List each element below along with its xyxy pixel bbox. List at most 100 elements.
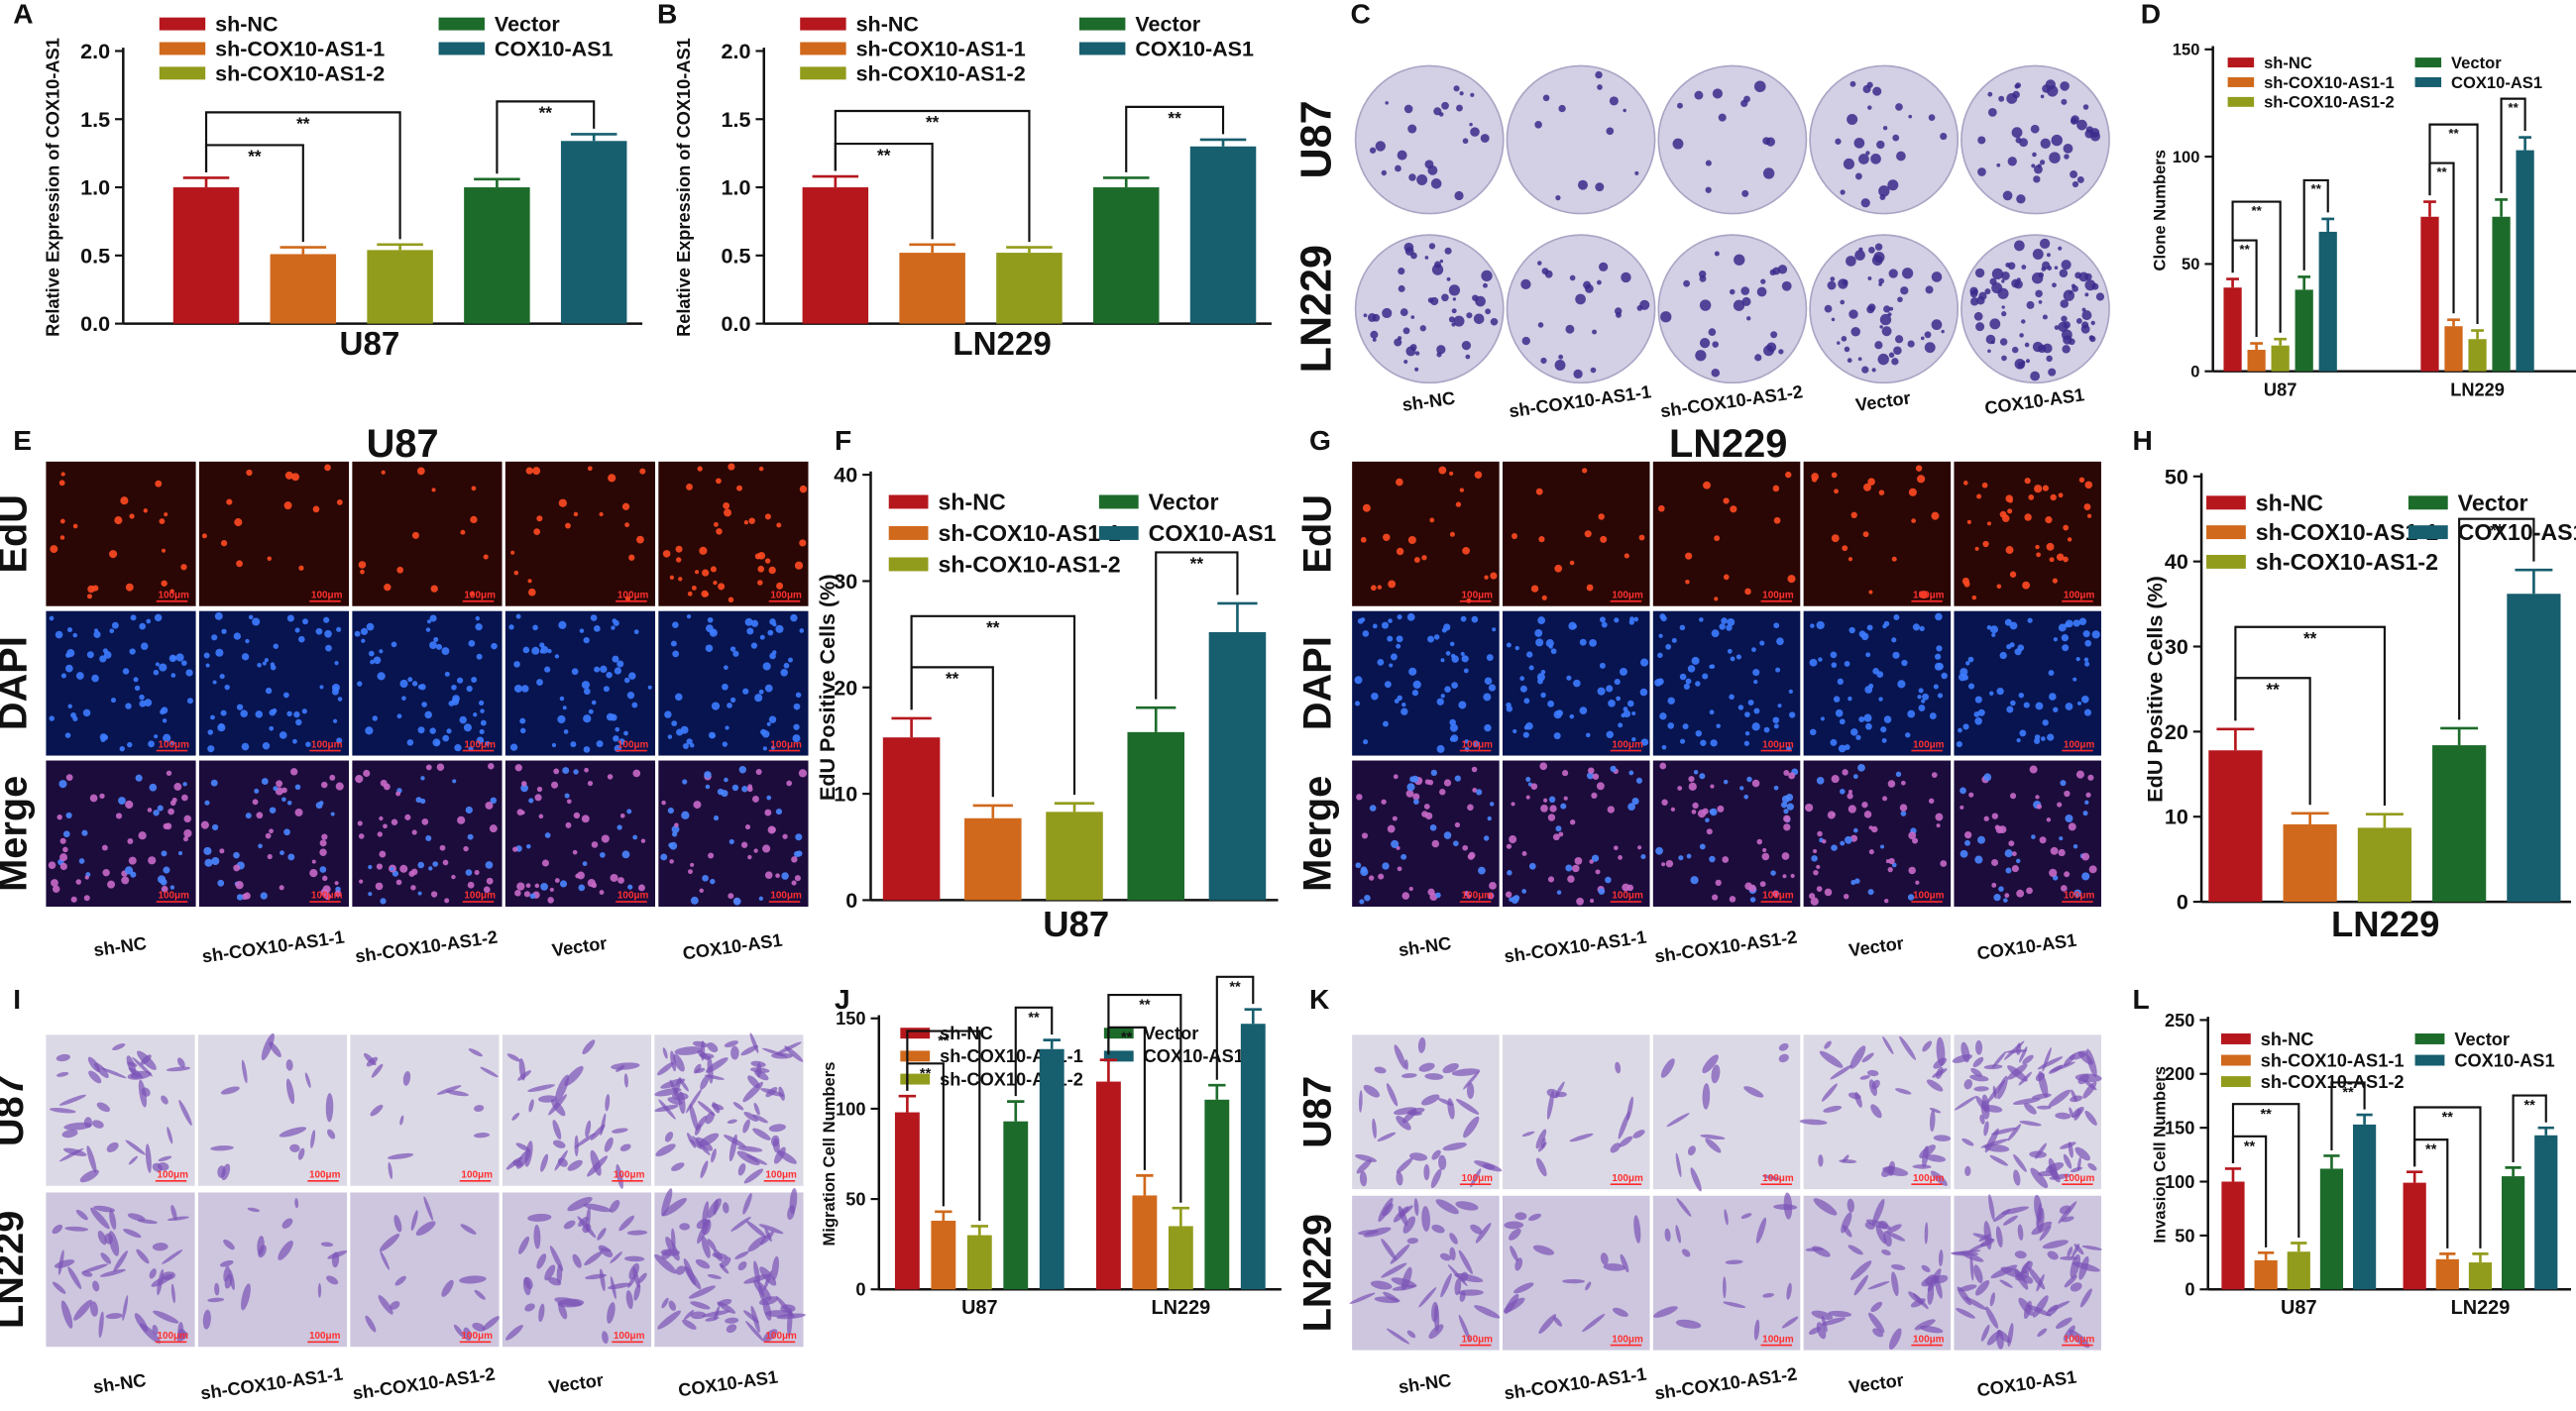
stained-cell	[310, 1130, 316, 1148]
cell-nucleus	[64, 732, 71, 738]
y-tick-label: 100	[2165, 1171, 2194, 1192]
stained-cell	[1781, 1316, 1799, 1329]
cell-nucleus	[467, 881, 475, 889]
cell-nucleus	[750, 619, 759, 627]
cell-nucleus	[139, 694, 145, 701]
cell-nucleus	[1783, 769, 1790, 776]
stained-cell	[743, 1111, 758, 1122]
cell-nucleus	[319, 801, 324, 806]
cell-nucleus	[699, 888, 704, 894]
cell-nucleus	[1596, 782, 1605, 791]
cell-nucleus	[1552, 833, 1560, 841]
scale-label: 100μm	[1612, 1334, 1643, 1345]
stained-cell	[2048, 1064, 2064, 1074]
colony	[1424, 256, 1429, 260]
cell-nucleus	[1772, 890, 1780, 898]
cell-nucleus	[1991, 882, 1997, 888]
bar	[2403, 1182, 2426, 1290]
stained-cell	[693, 1063, 702, 1074]
cell-nucleus	[1781, 852, 1790, 860]
stained-cell	[1888, 1328, 1902, 1351]
cell-nucleus	[415, 797, 422, 804]
cell-nucleus	[226, 498, 233, 505]
colony	[1872, 86, 1882, 96]
bar	[1095, 1081, 1121, 1290]
cell-nucleus	[722, 683, 728, 691]
legend-label: sh-COX10-AS1-1	[2264, 73, 2395, 92]
cell-nucleus	[1710, 784, 1715, 789]
colony	[1595, 70, 1603, 79]
cell-nucleus	[60, 673, 66, 679]
cell-nucleus	[65, 812, 72, 819]
stained-cell	[2030, 1167, 2049, 1189]
x-tick-label: LN229	[1152, 1297, 1211, 1319]
stained-cell	[730, 1216, 751, 1232]
cell-nucleus	[760, 728, 767, 735]
stained-cell	[528, 1099, 534, 1113]
significance-bracket	[1215, 975, 1255, 1080]
cell-nucleus	[1492, 627, 1497, 632]
bar	[899, 253, 965, 324]
stained-cell	[158, 1155, 172, 1162]
cell-nucleus	[368, 650, 375, 657]
bar	[2295, 289, 2313, 372]
cell-nucleus	[1679, 738, 1686, 744]
legend-label: COX10-AS1	[2458, 519, 2576, 545]
cell-nucleus	[541, 859, 549, 867]
stained-cell	[658, 1099, 676, 1120]
cell-nucleus	[1599, 616, 1606, 623]
cell-nucleus	[1371, 693, 1379, 701]
stained-cell	[285, 1059, 293, 1071]
cell-nucleus	[124, 866, 134, 875]
cell-nucleus	[377, 672, 386, 681]
cell-nucleus	[783, 662, 790, 669]
cell-nucleus	[1852, 827, 1858, 833]
cell-nucleus	[1408, 886, 1413, 892]
cell-nucleus	[148, 740, 155, 748]
cell-nucleus	[1996, 687, 2004, 696]
cell-nucleus	[139, 622, 147, 630]
x-axis-label: U87	[1043, 904, 1109, 944]
cell-nucleus	[2035, 795, 2040, 800]
stained-cell	[109, 1209, 117, 1230]
cell-nucleus	[1709, 709, 1715, 715]
cell-nucleus	[2040, 736, 2046, 741]
scale-label: 100μm	[1612, 1173, 1643, 1184]
stained-cell	[517, 1070, 531, 1081]
cell-nucleus	[89, 794, 98, 803]
stained-cell	[140, 1054, 152, 1065]
cell-nucleus	[682, 779, 688, 785]
cell-nucleus	[1831, 813, 1836, 817]
legend-label: Vector	[2451, 54, 2502, 72]
colony	[1592, 329, 1598, 335]
micrograph	[658, 461, 809, 606]
cell-nucleus	[671, 825, 680, 833]
stained-cell	[1618, 1111, 1630, 1140]
cell-nucleus	[728, 597, 734, 603]
stained-cell	[1381, 1262, 1407, 1278]
cell-nucleus	[1413, 557, 1420, 563]
legend-label: sh-NC	[2264, 54, 2312, 72]
panel-letter: I	[13, 983, 21, 1015]
cell-nucleus	[1989, 691, 1994, 696]
colony	[1599, 262, 1609, 271]
colony	[1705, 160, 1712, 166]
cell-nucleus	[336, 626, 342, 632]
colony	[2007, 262, 2016, 271]
cell-nucleus	[674, 822, 679, 827]
cell-nucleus	[1608, 700, 1616, 707]
stained-cell	[297, 1147, 305, 1160]
significance-label: **	[938, 1033, 950, 1049]
cell-nucleus	[1685, 678, 1692, 685]
colony	[1853, 137, 1865, 149]
stained-cell	[1417, 1036, 1426, 1053]
cell-nucleus	[59, 862, 67, 871]
cell-nucleus	[1736, 654, 1741, 660]
cell-nucleus	[707, 616, 714, 623]
cell-nucleus	[480, 719, 487, 726]
cell-nucleus	[1968, 792, 1974, 798]
cell-nucleus	[635, 535, 644, 544]
cell-nucleus	[1685, 552, 1693, 560]
stained-cell	[700, 1075, 710, 1090]
colony	[1741, 296, 1751, 306]
